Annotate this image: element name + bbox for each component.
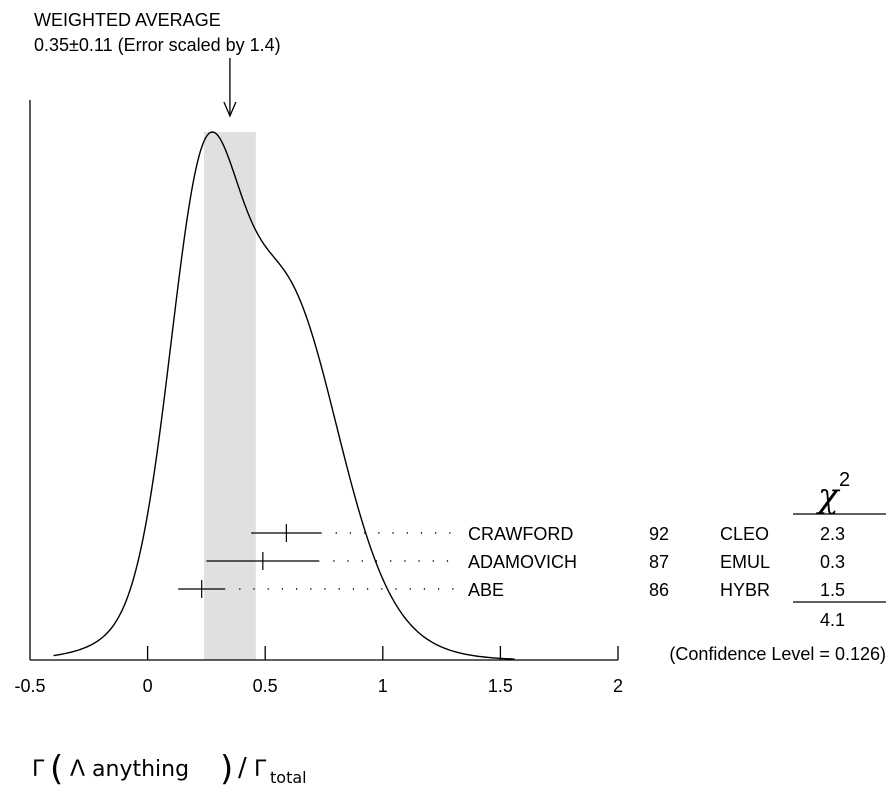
technique-label: CLEO	[720, 524, 769, 544]
chi2-header-power: 2	[839, 469, 850, 491]
measurement-row: CRAWFORD 92 CLEO 2.3	[251, 524, 845, 544]
x-tick-label: 0	[143, 676, 153, 696]
confidence-level: (Confidence Level = 0.126)	[669, 644, 886, 664]
x-tick-label: 0.5	[253, 676, 278, 696]
x-label-open-paren: (	[50, 749, 63, 789]
technique-label: EMUL	[720, 552, 770, 572]
technique-label: HYBR	[720, 580, 770, 600]
chi2-value: 0.3	[820, 552, 845, 572]
x-label-particle: Λ anything	[70, 757, 189, 782]
chi2-header: χ	[816, 476, 841, 516]
measurements: CRAWFORD 92 CLEO 2.3 ADAMOVICH 87 EMUL 0.3 ABE 86…	[178, 524, 845, 600]
author-label: CRAWFORD	[468, 524, 573, 544]
x-label-slash: /	[238, 753, 247, 783]
x-tick-label: -0.5	[14, 676, 45, 696]
measurement-row: ADAMOVICH 87 EMUL 0.3	[206, 552, 845, 572]
chart-title: WEIGHTED AVERAGE	[34, 10, 221, 30]
weighted-average-band	[204, 132, 256, 660]
x-tick-label: 1	[378, 676, 388, 696]
x-tick-label: 1.5	[488, 676, 513, 696]
x-axis-label: Γ ( Λ anything ) / Γ total	[32, 749, 307, 789]
x-tick-label: 2	[613, 676, 623, 696]
x-label-close-paren: )	[220, 749, 233, 789]
chi2-total: 4.1	[820, 610, 845, 630]
chi2-value: 2.3	[820, 524, 845, 544]
x-label-total-sub: total	[270, 768, 307, 787]
x-label-gamma-total: Γ	[254, 757, 267, 782]
chart-subtitle: 0.35±0.11 (Error scaled by 1.4)	[34, 35, 281, 55]
arrow-head	[223, 101, 237, 118]
year-label: 92	[649, 524, 669, 544]
ideogram-curve	[53, 131, 515, 660]
author-label: ABE	[468, 580, 504, 600]
year-label: 86	[649, 580, 669, 600]
measurement-row: ABE 86 HYBR 1.5	[178, 580, 845, 600]
x-axis-ticks: -0.5 0 0.5 1 1.5 2	[14, 646, 623, 696]
x-label-gamma: Γ	[32, 757, 45, 782]
weighted-average-arrow	[223, 58, 237, 118]
year-label: 87	[649, 552, 669, 572]
author-label: ADAMOVICH	[468, 552, 577, 572]
chi2-value: 1.5	[820, 580, 845, 600]
